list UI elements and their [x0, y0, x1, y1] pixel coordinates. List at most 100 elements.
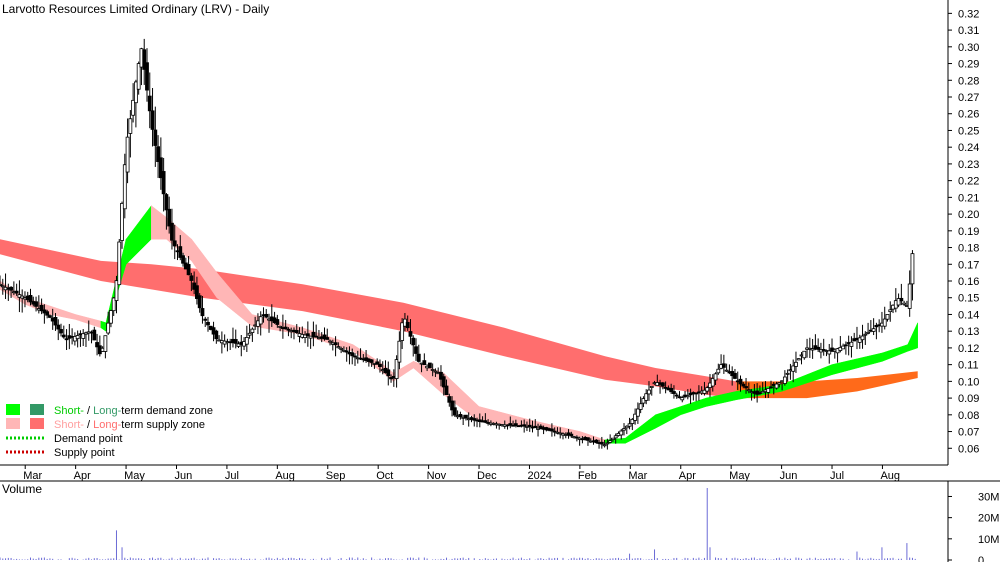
candle-body [64, 338, 69, 341]
candle-body [311, 331, 316, 338]
time-tick-label: 2024 [527, 470, 551, 482]
candle-body [39, 304, 44, 312]
price-candles [0, 38, 915, 450]
candle-body [203, 318, 208, 321]
candle-body [200, 308, 205, 317]
candle-body [416, 353, 421, 362]
candle-body [414, 346, 418, 354]
price-tick-label: 0.30 [958, 42, 979, 54]
candle-body [339, 348, 344, 350]
candle-body [48, 315, 52, 318]
candle-body [716, 368, 721, 374]
candle-body [866, 331, 870, 334]
candle-body [186, 264, 191, 276]
legend-label-rest: term supply zone [121, 419, 205, 431]
time-tick-label: Jun [174, 470, 192, 482]
candle-body [450, 400, 454, 411]
candle-body [777, 382, 782, 385]
candle-body [674, 394, 679, 397]
candle-body [633, 413, 638, 421]
candle-body [533, 425, 538, 429]
volume-panel-title: Volume [2, 482, 42, 496]
candle-body [816, 346, 821, 350]
candle-body [333, 342, 338, 346]
price-tick-label: 0.10 [958, 376, 979, 388]
candle-body [899, 297, 904, 302]
legend-swatch-short [6, 418, 20, 429]
candle-body [472, 418, 477, 421]
candle-body [106, 322, 111, 334]
candle-body [147, 95, 152, 112]
candle-body [647, 389, 651, 395]
candle-body [53, 316, 58, 326]
candle-body [131, 99, 136, 116]
candle-body [0, 285, 5, 288]
candle-body [9, 286, 13, 291]
legend-label-long: Long- [93, 419, 121, 431]
candle-body [849, 341, 854, 347]
time-tick-label: Mar [23, 470, 42, 482]
time-tick-label: Apr [679, 470, 696, 482]
candle-body [458, 414, 463, 417]
candle-body [156, 146, 160, 163]
price-tick-label: 0.16 [958, 276, 979, 288]
legend-label-sep: / [84, 405, 93, 417]
candle-body [841, 345, 846, 350]
candle-body [369, 359, 374, 363]
price-tick-label: 0.25 [958, 125, 979, 137]
legend-swatch-long [30, 404, 44, 415]
candle-body [802, 350, 807, 359]
candle-body [103, 335, 108, 352]
long-term-supply-zone [0, 239, 737, 399]
volume-tick-label: 20M [978, 513, 999, 525]
time-tick-label: Feb [578, 470, 597, 482]
candle-body [552, 430, 557, 433]
candle-body [236, 343, 241, 347]
candle-body [122, 164, 127, 210]
candle-body [724, 369, 729, 372]
candle-body [195, 285, 199, 299]
candle-body [863, 333, 868, 336]
candle-body [508, 423, 513, 426]
candle-body [167, 208, 172, 227]
candle-body [233, 339, 238, 344]
candle-body [794, 361, 798, 367]
time-tick-label: Apr [74, 470, 91, 482]
candle-body [774, 383, 779, 389]
candle-body [605, 442, 610, 445]
time-tick-label: Jun [780, 470, 798, 482]
price-tick-label: 0.07 [958, 427, 979, 439]
time-tick-label: Jul [830, 470, 844, 482]
price-tick-label: 0.29 [958, 59, 979, 71]
candle-body [305, 333, 310, 336]
candle-body [427, 362, 432, 369]
candle-body [109, 310, 113, 324]
time-tick-label: Aug [275, 470, 295, 482]
price-tick-label: 0.11 [958, 360, 979, 372]
candle-body [638, 403, 643, 410]
candle-body [464, 414, 468, 419]
legend-label-sep: / [84, 419, 93, 431]
time-tick-label: Sep [326, 470, 346, 482]
candle-body [136, 63, 141, 90]
candle-body [599, 441, 604, 445]
price-tick-label: 0.18 [958, 243, 979, 255]
candle-body [92, 329, 97, 341]
candle-body [114, 280, 119, 301]
candle-body [611, 437, 615, 440]
time-tick-label: May [729, 470, 750, 482]
volume-bars [0, 488, 916, 560]
candle-body [744, 386, 748, 389]
candle-body [325, 337, 330, 340]
candle-body [433, 370, 438, 373]
candle-body [635, 408, 640, 417]
candle-body [672, 391, 676, 394]
candle-body [117, 241, 122, 286]
candle-body [827, 350, 832, 355]
candle-body [613, 435, 618, 439]
candle-body [821, 349, 826, 351]
candle-body [411, 337, 416, 346]
price-tick-label: 0.20 [958, 209, 979, 221]
